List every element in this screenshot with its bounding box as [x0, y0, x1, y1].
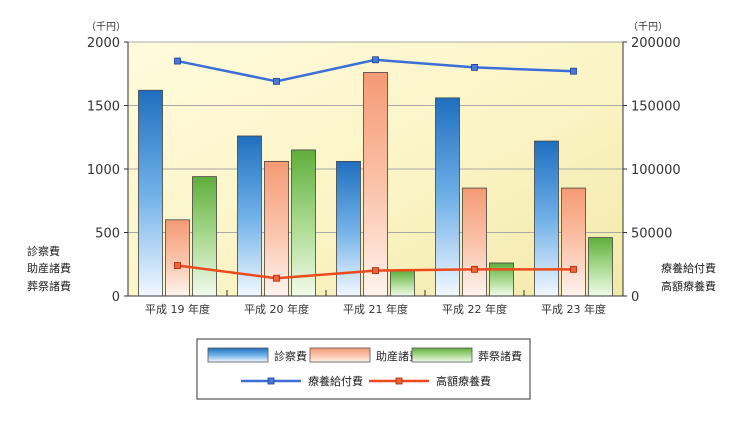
- side-labels-left: 診察費 助産諸費 葬祭諸費: [27, 244, 71, 293]
- bar-sousai: [588, 237, 613, 297]
- legend-swatch-josan: [309, 347, 371, 363]
- point-ryouyou: [372, 56, 379, 64]
- x-tick-label: 平成 20 年度: [244, 302, 309, 316]
- bar-sousai: [291, 149, 316, 297]
- left-axis-ticks: 0 500 1000 1500 2000: [87, 36, 128, 305]
- point-kougaku: [174, 262, 181, 269]
- legend-marker-ryouyou: [267, 377, 275, 385]
- bar-josan: [363, 72, 388, 297]
- point-kougaku: [372, 267, 379, 275]
- x-tick-label: 平成 21 年度: [343, 302, 408, 316]
- left-tick-label: 500: [95, 227, 120, 242]
- right-tick-label: 0: [631, 290, 639, 305]
- legend-label-ryouyou: 療養給付費: [308, 374, 363, 388]
- side-label-right-2: 高額療養費: [661, 279, 716, 293]
- legend-swatch-sousai: [411, 347, 473, 363]
- legend-swatch-shinsatsu: [207, 347, 269, 363]
- x-tick-label: 平成 23 年度: [541, 302, 606, 316]
- point-kougaku: [570, 265, 577, 273]
- bar-shinsatsu: [435, 97, 460, 297]
- point-kougaku: [273, 274, 280, 282]
- legend-label-josan: 助産諸費: [376, 349, 420, 363]
- left-tick-label: 1000: [87, 163, 120, 178]
- right-tick-label: 150000: [631, 100, 681, 115]
- bar-josan: [462, 187, 487, 297]
- point-ryouyou: [570, 67, 577, 75]
- bar-shinsatsu: [237, 135, 262, 297]
- point-ryouyou: [174, 57, 181, 65]
- left-tick-label: 2000: [87, 36, 120, 51]
- legend-label-shinsatsu: 診察費: [274, 349, 307, 363]
- x-tick-label: 平成 19 年度: [145, 302, 210, 316]
- left-tick-label: 1500: [87, 100, 120, 115]
- point-ryouyou: [471, 64, 478, 71]
- right-tick-label: 100000: [631, 163, 681, 178]
- series-lines: [174, 56, 577, 282]
- bar-josan: [264, 160, 289, 297]
- legend: 診察費 助産諸費 葬祭諸費 療養給付費 高額療養費: [196, 338, 531, 400]
- right-axis-unit: （千円）: [628, 21, 668, 33]
- right-axis-ticks: 0 50000 100000 150000 200000: [623, 36, 681, 305]
- side-label-left-2: 助産諸費: [27, 261, 71, 275]
- left-tick-label: 0: [112, 290, 120, 305]
- bar-josan: [561, 187, 586, 297]
- bar-shinsatsu: [336, 160, 361, 297]
- right-tick-label: 50000: [631, 227, 672, 242]
- side-label-left-1: 診察費: [27, 244, 60, 258]
- left-axis-unit: （千円）: [86, 21, 126, 33]
- bars: [138, 72, 613, 297]
- bar-shinsatsu: [534, 140, 559, 297]
- x-axis-ticks: 平成 19 年度 平成 20 年度 平成 21 年度 平成 22 年度 平成 23 年度: [145, 290, 606, 316]
- side-labels-right: 療養給付費 高額療養費: [661, 261, 716, 293]
- bar-josan: [165, 219, 190, 297]
- bar-sousai: [489, 262, 514, 297]
- x-tick-label: 平成 22 年度: [442, 302, 507, 316]
- bar-sousai: [192, 176, 217, 297]
- bar-shinsatsu: [138, 89, 163, 297]
- legend-label-kougaku: 高額療養費: [436, 374, 491, 388]
- point-kougaku: [471, 265, 478, 273]
- legend-label-sousai: 葬祭諸費: [478, 349, 522, 363]
- legend-marker-kougaku: [395, 377, 403, 385]
- side-label-right-1: 療養給付費: [661, 261, 716, 275]
- right-tick-label: 200000: [631, 36, 681, 51]
- side-label-left-3: 葬祭諸費: [27, 279, 71, 293]
- point-ryouyou: [273, 77, 280, 85]
- bar-sousai: [390, 270, 415, 297]
